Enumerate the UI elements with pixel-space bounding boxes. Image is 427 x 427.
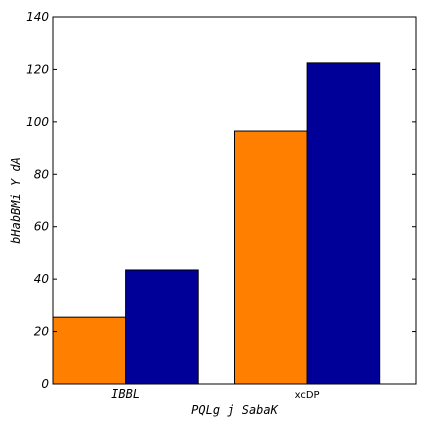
y-axis-title: bHabBMi Y dA (9, 157, 23, 244)
x-tick-label: IBBL (111, 387, 140, 401)
y-tick-label: 80 (34, 167, 50, 181)
x-axis: IBBL xcDP (111, 380, 320, 401)
bar-IBBL-series-1 (52, 316, 127, 385)
y-tick-label: 40 (34, 272, 50, 286)
x-axis-title: PQLg j SabaK (191, 403, 278, 417)
bar-xcDP-series-1 (234, 130, 308, 385)
x-tick-label: xcDP (295, 390, 320, 401)
bar-IBBL-series-2 (125, 269, 199, 385)
y-axis: 0 20 40 60 80 100 120 140 (26, 10, 416, 391)
bars-layer (52, 62, 381, 385)
y-tick-label: 0 (41, 377, 49, 391)
y-tick-label: 140 (26, 10, 49, 24)
y-tick-label: 20 (34, 325, 50, 339)
plot-frame (52, 16, 417, 385)
y-tick-label: 100 (26, 115, 49, 129)
bar-xcDP-series-2 (306, 62, 381, 385)
y-tick-label: 60 (34, 220, 50, 234)
y-tick-label: 120 (26, 62, 49, 76)
